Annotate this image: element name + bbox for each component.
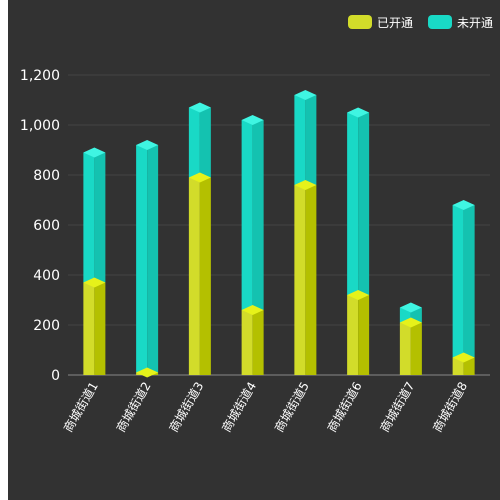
bar-opened-top: [83, 277, 106, 288]
bar-unopened[interactable]: [188, 107, 200, 178]
grid-lines: [68, 74, 490, 376]
x-tick-label: 商城街道6: [324, 379, 365, 435]
legend[interactable]: 已开通 未开通: [348, 15, 493, 30]
y-tick-label: 600: [33, 218, 60, 234]
bar-opened-top: [241, 305, 264, 315]
bar-unopened-side: [463, 205, 475, 358]
y-tick-label: 1,000: [20, 118, 60, 134]
y-tick-label: 1,200: [20, 68, 60, 84]
bar-opened-top: [188, 172, 211, 183]
bar-opened-top: [136, 367, 159, 378]
bars: [83, 90, 475, 378]
y-tick-label: 400: [33, 268, 60, 284]
bar-unopened[interactable]: [136, 145, 148, 373]
bar-opened[interactable]: [347, 295, 359, 375]
bar-opened-side: [305, 185, 317, 375]
bar-opened-top: [347, 290, 370, 300]
bar-opened-top: [294, 180, 317, 190]
bar-opened[interactable]: [294, 185, 306, 375]
bar-unopened[interactable]: [399, 307, 411, 323]
bar-unopened-top: [136, 140, 159, 150]
bar-unopened[interactable]: [347, 112, 359, 296]
bar-opened-side: [463, 357, 475, 375]
bar-opened-side: [94, 282, 106, 375]
bar-opened[interactable]: [241, 310, 253, 375]
bar-opened-side: [410, 322, 422, 375]
bar-unopened-top: [294, 90, 317, 100]
bar-unopened-side: [94, 152, 106, 283]
legend-swatch[interactable]: [348, 15, 372, 29]
x-tick-label: 商城街道4: [218, 379, 259, 435]
bar-unopened[interactable]: [83, 152, 95, 283]
y-tick-label: 200: [33, 318, 60, 334]
bar-opened-top: [399, 317, 422, 328]
bar-unopened[interactable]: [452, 205, 464, 358]
bar-opened-side: [199, 177, 211, 375]
bar-opened[interactable]: [83, 282, 95, 376]
bar-unopened-top: [83, 147, 106, 158]
bar-unopened-top: [241, 115, 264, 125]
bar-unopened-side: [410, 307, 422, 323]
bar-unopened-side: [147, 145, 159, 373]
bar-unopened-side: [252, 120, 264, 310]
bar-unopened-top: [399, 302, 422, 313]
x-tick-label: 商城街道5: [271, 379, 312, 435]
bar-opened[interactable]: [452, 357, 464, 376]
y-tick-label: 800: [33, 168, 60, 184]
y-tick-label: 0: [51, 368, 60, 384]
bar-opened[interactable]: [399, 322, 411, 376]
legend-swatch[interactable]: [428, 15, 452, 29]
bar-unopened[interactable]: [294, 95, 306, 185]
bar-opened-top: [452, 352, 475, 363]
x-tick-label: 商城街道1: [60, 379, 101, 435]
bar-opened-side: [252, 310, 264, 375]
x-tick-label: 商城街道7: [377, 379, 418, 435]
x-tick-label: 商城街道8: [429, 379, 470, 435]
bar-unopened-side: [358, 112, 370, 295]
bar-unopened-side: [199, 107, 211, 178]
bar-unopened[interactable]: [241, 120, 253, 310]
x-tick-label: 商城街道3: [166, 379, 207, 435]
bar-unopened-top: [188, 102, 211, 113]
bar-opened-side: [358, 295, 370, 375]
bar-unopened-top: [347, 107, 370, 118]
legend-label[interactable]: 未开通: [457, 16, 493, 30]
bar-opened[interactable]: [188, 177, 200, 376]
legend-label[interactable]: 已开通: [377, 16, 413, 30]
bar-unopened-side: [305, 95, 317, 185]
y-axis: 0 200 400 600 800 1,000 1,200: [20, 68, 60, 384]
x-axis: 商城街道1 商城街道2 商城街道3 商城街道4 商城街道5 商城街道6 商城街道7 商城街道8: [60, 379, 470, 435]
bar-unopened-top: [452, 200, 475, 210]
x-tick-label: 商城街道2: [113, 379, 154, 435]
